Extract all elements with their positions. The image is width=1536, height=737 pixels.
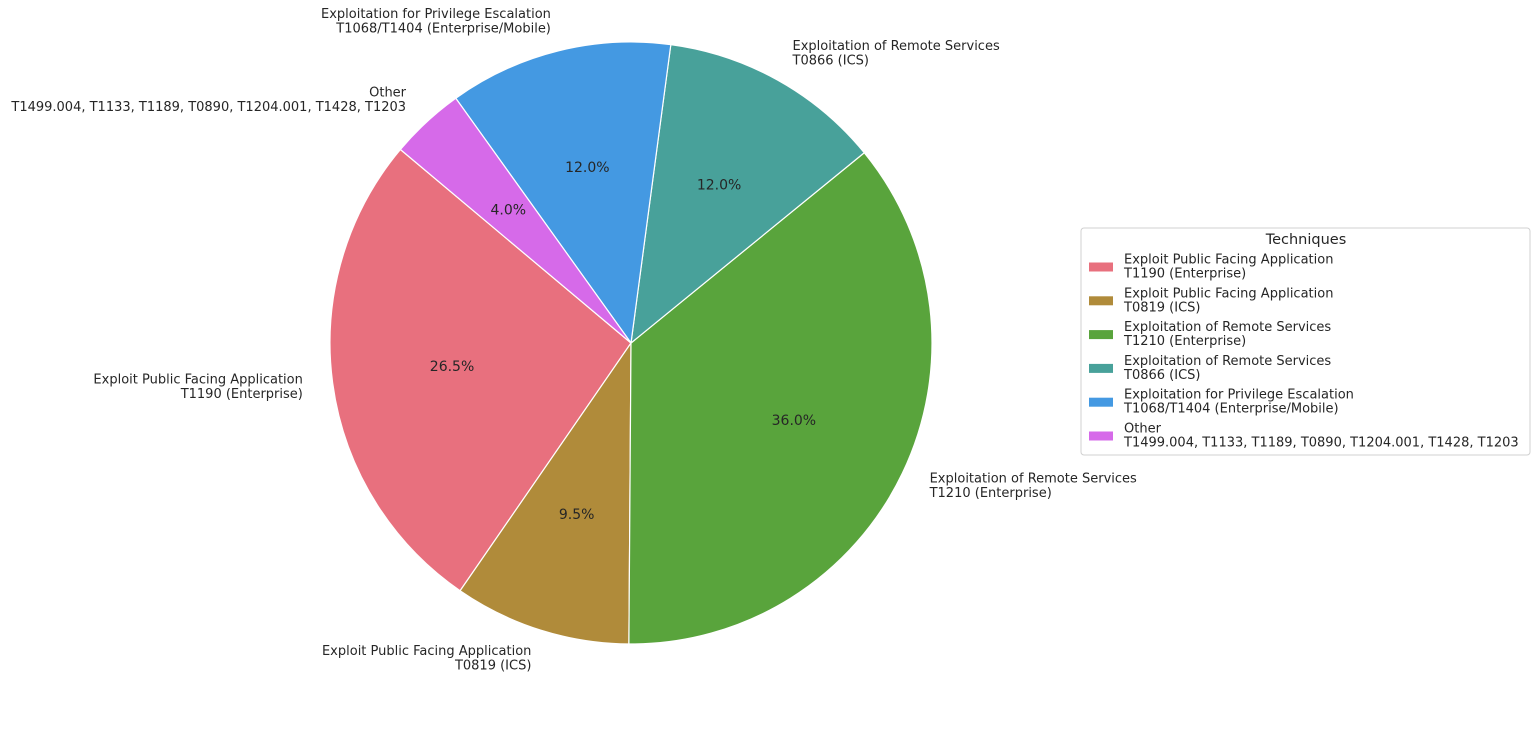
slice-label: Exploitation of Remote Services (793, 39, 1000, 54)
slice-label: T1190 (Enterprise) (180, 387, 303, 402)
legend-swatch (1089, 262, 1113, 272)
legend-box (1080, 227, 1531, 456)
slice-label: Exploitation of Remote Services (930, 471, 1137, 486)
legend-swatch (1089, 296, 1113, 306)
legend-label: Exploit Public Facing Application (1124, 286, 1333, 301)
slice-label: T1210 (Enterprise) (929, 486, 1052, 501)
legend-label: Exploitation of Remote Services (1124, 354, 1331, 369)
legend-title: Techniques (1265, 232, 1347, 248)
legend-label: Exploit Public Facing Application (1124, 253, 1333, 268)
legend-label: T1068/T1404 (Enterprise/Mobile) (1123, 402, 1339, 417)
pie-slice (628, 151, 933, 645)
legend: Techniques Exploit Public Facing Applica… (1080, 227, 1531, 456)
pie-slice (329, 148, 632, 592)
pct-label: 12.0% (697, 177, 741, 193)
legend-label: T1210 (Enterprise) (1123, 334, 1246, 349)
slice-label: Exploit Public Facing Application (322, 644, 531, 659)
legend-label: Other (1124, 422, 1162, 437)
pct-label: 4.0% (491, 202, 527, 218)
legend-label: Exploitation of Remote Services (1124, 320, 1331, 335)
legend-label: T1499.004, T1133, T1189, T0890, T1204.00… (1123, 436, 1519, 451)
legend-label: Exploitation for Privilege Escalation (1124, 388, 1354, 403)
slice-label: T1068/T1404 (Enterprise/Mobile) (335, 21, 551, 36)
slice-label: Exploit Public Facing Application (93, 373, 302, 388)
legend-label: T1190 (Enterprise) (1123, 267, 1246, 282)
pie: 26.5%Exploit Public Facing ApplicationT1… (10, 7, 1137, 674)
slice-label: T1499.004, T1133, T1189, T0890, T1204.00… (10, 100, 406, 115)
pct-label: 9.5% (559, 507, 595, 523)
slice-label: Other (369, 85, 407, 100)
legend-label: T0866 (ICS) (1123, 368, 1200, 383)
slice-label: T0866 (ICS) (792, 54, 869, 69)
pct-label: 36.0% (772, 413, 816, 429)
pie-slice (630, 43, 866, 345)
legend-swatch (1089, 397, 1113, 407)
slice-label: T0819 (ICS) (454, 659, 531, 674)
slice-label: Exploitation for Privilege Escalation (321, 7, 551, 22)
pct-label: 12.0% (565, 160, 609, 176)
pie-slice (399, 97, 632, 344)
legend-label: T0819 (ICS) (1123, 300, 1200, 315)
pie-slice (454, 41, 672, 345)
pct-label: 26.5% (430, 359, 474, 375)
pie-slice (459, 341, 632, 645)
legend-swatch (1089, 431, 1113, 441)
legend-swatch (1089, 330, 1113, 340)
legend-swatch (1089, 363, 1113, 373)
